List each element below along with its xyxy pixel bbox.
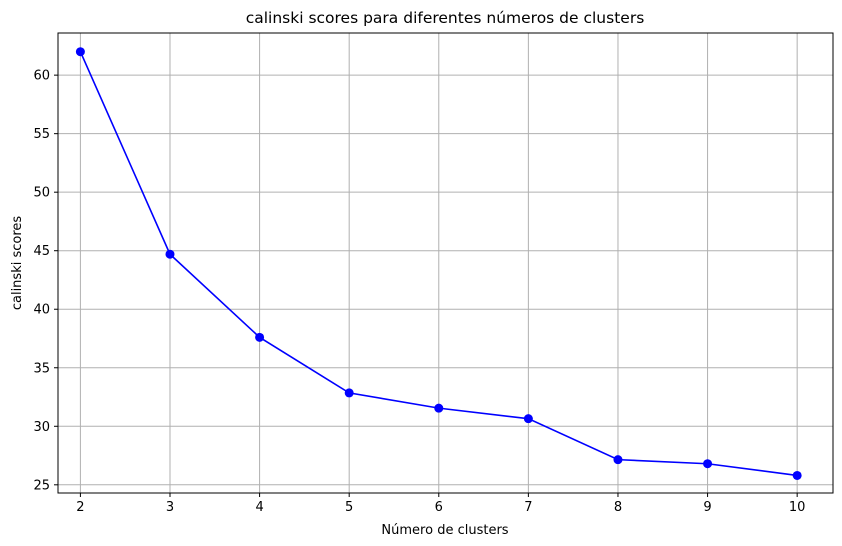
- y-axis: 25 30 35 40 45 50 55 60: [33, 69, 58, 493]
- data-point: [613, 455, 623, 465]
- grid: [58, 33, 833, 493]
- x-tick-label: 10: [789, 500, 806, 515]
- chart-title: calinski scores para diferentes números …: [246, 9, 645, 27]
- x-tick-label: 6: [435, 500, 443, 515]
- y-tick-label: 30: [33, 420, 50, 435]
- y-tick-label: 45: [33, 244, 50, 259]
- y-tick-label: 55: [33, 127, 50, 142]
- data-point: [165, 249, 175, 259]
- x-tick-label: 9: [703, 500, 711, 515]
- x-tick-label: 3: [166, 500, 174, 515]
- x-axis-label: Número de clusters: [381, 523, 508, 538]
- data-point: [792, 470, 802, 480]
- x-tick-label: 8: [614, 500, 622, 515]
- x-tick-label: 5: [345, 500, 353, 515]
- data-point: [75, 47, 85, 57]
- data-point: [344, 388, 354, 398]
- series-layer: [75, 47, 802, 480]
- y-tick-label: 25: [33, 478, 50, 493]
- x-tick-label: 7: [524, 500, 532, 515]
- x-tick-label: 2: [76, 500, 84, 515]
- plot-frame: [57, 32, 834, 494]
- data-point: [255, 332, 265, 342]
- y-tick-label: 60: [33, 69, 50, 84]
- x-axis: 2 3 4 5 6 7 8 9 10: [76, 493, 805, 515]
- data-point: [434, 403, 444, 413]
- y-tick-label: 35: [33, 361, 50, 376]
- y-tick-label: 40: [33, 303, 50, 318]
- y-tick-label: 50: [33, 186, 50, 201]
- data-point: [703, 459, 713, 469]
- y-axis-label: calinski scores: [10, 216, 25, 311]
- data-point: [523, 414, 533, 424]
- x-tick-label: 4: [255, 500, 263, 515]
